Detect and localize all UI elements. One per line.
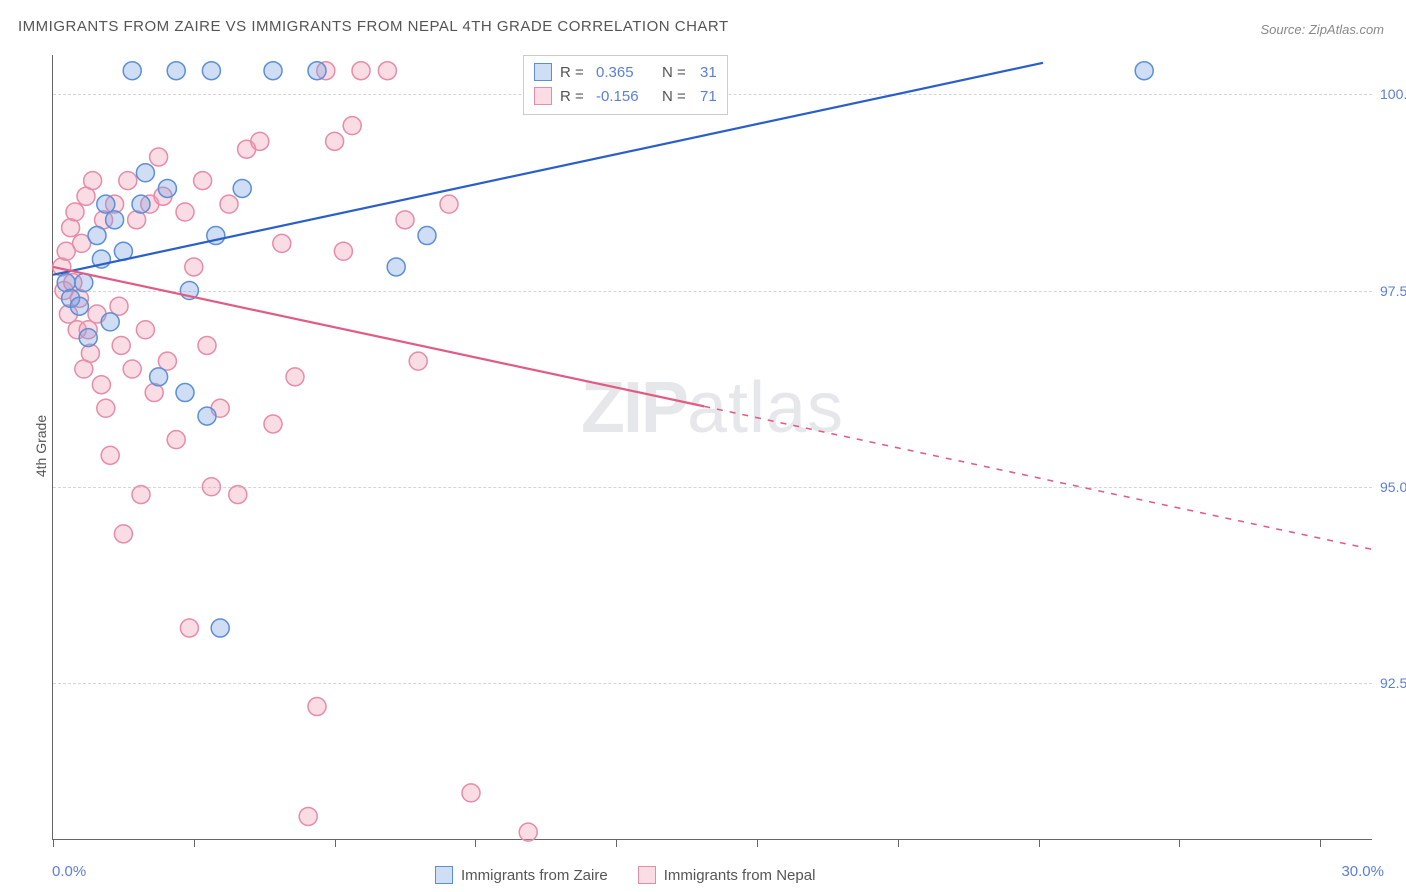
x-axis-max-label: 30.0% xyxy=(1341,863,1384,880)
scatter-point-nepal xyxy=(352,62,370,80)
chart-container: IMMIGRANTS FROM ZAIRE VS IMMIGRANTS FROM… xyxy=(0,0,1406,892)
swatch-zaire-icon xyxy=(534,63,552,81)
scatter-point-nepal xyxy=(176,203,194,221)
source-attribution: Source: ZipAtlas.com xyxy=(1260,22,1384,37)
scatter-point-nepal xyxy=(264,415,282,433)
scatter-point-nepal xyxy=(462,784,480,802)
n-value-zaire: 31 xyxy=(700,64,717,81)
x-tick xyxy=(1179,839,1180,847)
scatter-point-zaire xyxy=(75,274,93,292)
x-tick xyxy=(53,839,54,847)
scatter-point-zaire xyxy=(136,164,154,182)
scatter-point-nepal xyxy=(132,486,150,504)
scatter-point-nepal xyxy=(112,336,130,354)
scatter-plot-svg xyxy=(53,55,1372,839)
scatter-point-zaire xyxy=(132,195,150,213)
x-tick xyxy=(475,839,476,847)
scatter-point-zaire xyxy=(211,619,229,637)
n-label: N = xyxy=(662,88,692,105)
legend-item-zaire: Immigrants from Zaire xyxy=(435,866,608,884)
scatter-point-nepal xyxy=(66,203,84,221)
scatter-point-nepal xyxy=(343,117,361,135)
scatter-point-nepal xyxy=(136,321,154,339)
chart-title: IMMIGRANTS FROM ZAIRE VS IMMIGRANTS FROM… xyxy=(18,18,729,35)
legend-label-nepal: Immigrants from Nepal xyxy=(664,867,816,884)
scatter-point-nepal xyxy=(167,431,185,449)
scatter-point-nepal xyxy=(123,360,141,378)
scatter-point-nepal xyxy=(180,619,198,637)
r-value-zaire: 0.365 xyxy=(596,64,654,81)
scatter-point-zaire xyxy=(150,368,168,386)
x-tick xyxy=(1039,839,1040,847)
x-tick xyxy=(757,839,758,847)
scatter-point-zaire xyxy=(176,384,194,402)
scatter-point-zaire xyxy=(167,62,185,80)
scatter-point-zaire xyxy=(158,179,176,197)
scatter-point-zaire xyxy=(1135,62,1153,80)
scatter-point-nepal xyxy=(378,62,396,80)
scatter-point-zaire xyxy=(123,62,141,80)
x-tick xyxy=(194,839,195,847)
scatter-point-nepal xyxy=(114,525,132,543)
n-value-nepal: 71 xyxy=(700,88,717,105)
scatter-point-nepal xyxy=(202,478,220,496)
scatter-point-nepal xyxy=(101,446,119,464)
scatter-point-nepal xyxy=(119,172,137,190)
scatter-point-nepal xyxy=(194,172,212,190)
scatter-point-nepal xyxy=(286,368,304,386)
scatter-point-nepal xyxy=(97,399,115,417)
scatter-point-zaire xyxy=(198,407,216,425)
x-tick xyxy=(1320,839,1321,847)
scatter-point-nepal xyxy=(92,376,110,394)
x-tick xyxy=(616,839,617,847)
correlation-legend: R = 0.365 N = 31 R = -0.156 N = 71 xyxy=(523,55,728,115)
scatter-point-nepal xyxy=(150,148,168,166)
swatch-nepal-icon xyxy=(638,866,656,884)
scatter-point-zaire xyxy=(101,313,119,331)
legend-item-nepal: Immigrants from Nepal xyxy=(638,866,816,884)
scatter-point-nepal xyxy=(396,211,414,229)
scatter-point-nepal xyxy=(198,336,216,354)
scatter-point-nepal xyxy=(220,195,238,213)
scatter-point-nepal xyxy=(519,823,537,841)
legend-row-nepal: R = -0.156 N = 71 xyxy=(534,84,717,108)
trend-line-dashed-nepal xyxy=(704,406,1373,549)
scatter-point-zaire xyxy=(233,179,251,197)
scatter-point-zaire xyxy=(106,211,124,229)
scatter-point-zaire xyxy=(70,297,88,315)
scatter-point-nepal xyxy=(185,258,203,276)
swatch-zaire-icon xyxy=(435,866,453,884)
scatter-point-nepal xyxy=(299,807,317,825)
scatter-point-nepal xyxy=(273,234,291,252)
swatch-nepal-icon xyxy=(534,87,552,105)
scatter-point-nepal xyxy=(84,172,102,190)
scatter-point-zaire xyxy=(88,227,106,245)
scatter-point-nepal xyxy=(229,486,247,504)
scatter-point-nepal xyxy=(334,242,352,260)
scatter-point-nepal xyxy=(251,132,269,150)
r-value-nepal: -0.156 xyxy=(596,88,654,105)
scatter-point-zaire xyxy=(264,62,282,80)
legend-row-zaire: R = 0.365 N = 31 xyxy=(534,60,717,84)
scatter-point-zaire xyxy=(202,62,220,80)
x-tick xyxy=(898,839,899,847)
scatter-point-zaire xyxy=(79,329,97,347)
r-label: R = xyxy=(560,88,588,105)
n-label: N = xyxy=(662,64,692,81)
scatter-point-zaire xyxy=(308,62,326,80)
scatter-point-nepal xyxy=(409,352,427,370)
scatter-point-nepal xyxy=(440,195,458,213)
legend-label-zaire: Immigrants from Zaire xyxy=(461,867,608,884)
series-legend: Immigrants from Zaire Immigrants from Ne… xyxy=(435,866,815,884)
scatter-point-nepal xyxy=(308,698,326,716)
scatter-point-zaire xyxy=(418,227,436,245)
scatter-point-nepal xyxy=(326,132,344,150)
r-label: R = xyxy=(560,64,588,81)
x-axis-min-label: 0.0% xyxy=(52,863,86,880)
plot-area: ZIPatlas 92.5%95.0%97.5%100.0% R = 0.365… xyxy=(52,55,1372,840)
y-axis-label: 4th Grade xyxy=(33,415,49,477)
scatter-point-zaire xyxy=(387,258,405,276)
x-tick xyxy=(335,839,336,847)
